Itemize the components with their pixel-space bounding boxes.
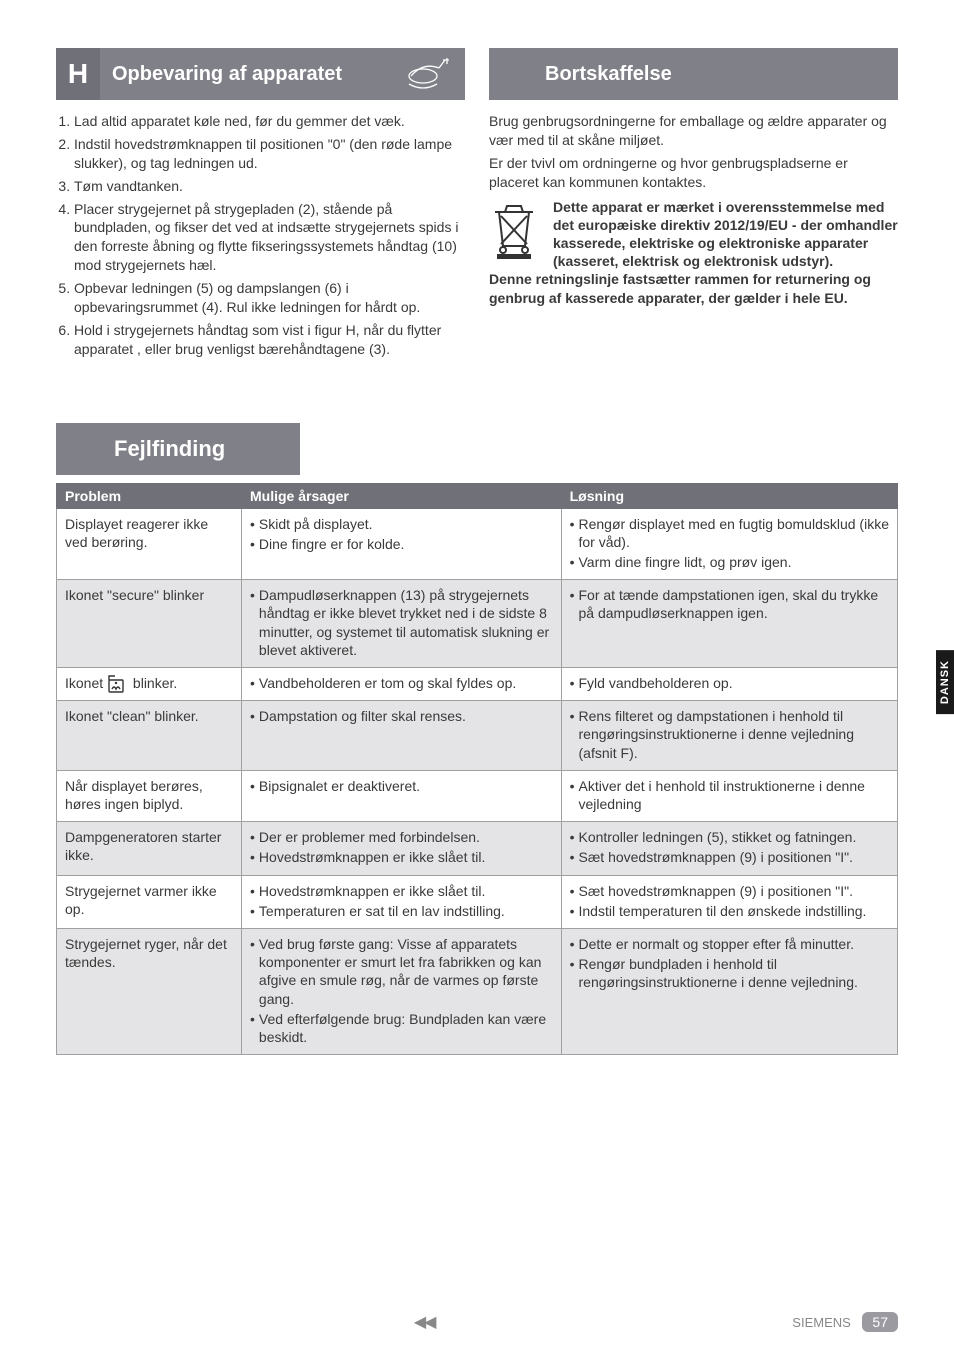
cell-solution: •Fyld vandbeholderen op. [561,668,897,701]
disposal-para2: Er der tvivl om ordningerne og hvor genb… [489,154,898,192]
col-problem: Problem [57,483,242,508]
cell-problem: Strygejernet varmer ikke op. [57,875,242,928]
storage-title-box: Opbevaring af apparatet [100,48,465,100]
cell-problem: Ikonet blinker. [57,668,242,701]
troubleshoot-section: Fejlfinding Problem Mulige årsager Løsni… [56,423,898,1055]
troubleshoot-header: Fejlfinding [56,423,898,475]
weee-continuation: Denne retningslinje fastsætter rammen fo… [489,270,898,306]
disposal-body: Brug genbrugsordningerne for emballage o… [489,112,898,307]
table-row: Ikonet "secure" blinker•Dampudløserknapp… [57,580,898,668]
cell-causes: •Hovedstrømknappen er ikke slået til.•Te… [242,875,562,928]
page-footer: ◀◀ SIEMENS 57 [0,1312,954,1332]
language-tab: DANSK [936,650,954,714]
troubleshoot-spacer [56,423,100,475]
storage-section: H Opbevaring af apparatet Lad altid [56,48,465,363]
cell-causes: •Vandbeholderen er tom og skal fyldes op… [242,668,562,701]
cell-problem: Når displayet berøres, høres ingen biply… [57,770,242,821]
top-columns: H Opbevaring af apparatet Lad altid [56,48,898,363]
col-causes: Mulige årsager [242,483,562,508]
disposal-section: Bortskaffelse Brug genbrugsordningerne f… [489,48,898,363]
weee-icon [489,198,545,271]
nav-arrows-icon: ◀◀ [56,1312,792,1332]
cell-problem: Ikonet "secure" blinker [57,580,242,668]
weee-row: Dette apparat er mærket i overensstemmel… [489,198,898,271]
storage-item: Placer strygejernet på strygepladen (2),… [74,200,465,276]
troubleshoot-title: Fejlfinding [100,423,300,475]
footer-right: SIEMENS 57 [792,1314,898,1330]
table-header-row: Problem Mulige årsager Løsning [57,483,898,508]
cell-problem: Dampgeneratoren starter ikke. [57,822,242,875]
storage-item: Lad altid apparatet køle ned, før du gem… [74,112,465,131]
disposal-para1: Brug genbrugsordningerne for emballage o… [489,112,898,150]
storage-letter: H [56,48,100,100]
cell-solution: •Kontroller ledningen (5), stikket og fa… [561,822,897,875]
cell-causes: •Der er problemer med forbindelsen.•Hove… [242,822,562,875]
cell-problem: Ikonet "clean" blinker. [57,701,242,771]
cell-causes: •Dampstation og filter skal renses. [242,701,562,771]
table-row: Når displayet berøres, høres ingen biply… [57,770,898,821]
col-solution: Løsning [561,483,897,508]
cell-causes: •Bipsignalet er deaktiveret. [242,770,562,821]
disposal-spacer [489,48,533,100]
cell-problem: Strygejernet ryger, når det tændes. [57,928,242,1054]
table-row: Strygejernet varmer ikke op.•Hovedstrømk… [57,875,898,928]
cell-causes: •Skidt på displayet.•Dine fingre er for … [242,508,562,580]
storage-item: Opbevar ledningen (5) og dampslangen (6)… [74,279,465,317]
disposal-header: Bortskaffelse [489,48,898,100]
cell-solution: •Dette er normalt og stopper efter få mi… [561,928,897,1054]
storage-header: H Opbevaring af apparatet [56,48,465,100]
storage-item: Hold i strygejernets håndtag som vist i … [74,321,465,359]
table-row: Dampgeneratoren starter ikke.•Der er pro… [57,822,898,875]
troubleshoot-table: Problem Mulige årsager Løsning Displayet… [56,483,898,1055]
weee-bold-text: Dette apparat er mærket i overensstemmel… [553,198,898,271]
storage-icon [397,54,457,94]
table-row: Ikonet "clean" blinker.•Dampstation og f… [57,701,898,771]
table-row: Ikonet blinker.•Vandbeholderen er tom og… [57,668,898,701]
disposal-title: Bortskaffelse [533,48,898,100]
cell-solution: •Rengør displayet med en fugtig bomuldsk… [561,508,897,580]
cell-causes: •Dampudløserknappen (13) på strygejernet… [242,580,562,668]
cell-solution: •Aktiver det i henhold til instruktioner… [561,770,897,821]
table-row: Displayet reagerer ikke ved berøring.•Sk… [57,508,898,580]
brand-label: SIEMENS [792,1315,851,1330]
storage-item: Tøm vandtanken. [74,177,465,196]
table-row: Strygejernet ryger, når det tændes.•Ved … [57,928,898,1054]
page-number: 57 [862,1312,898,1332]
storage-title: Opbevaring af apparatet [112,63,342,85]
cell-solution: •Rens filteret og dampstationen i henhol… [561,701,897,771]
storage-list: Lad altid apparatet køle ned, før du gem… [56,112,465,359]
cell-solution: •Sæt hovedstrømknappen (9) i positionen … [561,875,897,928]
cell-solution: •For at tænde dampstationen igen, skal d… [561,580,897,668]
cell-problem: Displayet reagerer ikke ved berøring. [57,508,242,580]
cell-causes: •Ved brug første gang: Visse af apparate… [242,928,562,1054]
storage-item: Indstil hovedstrømknappen til positionen… [74,135,465,173]
